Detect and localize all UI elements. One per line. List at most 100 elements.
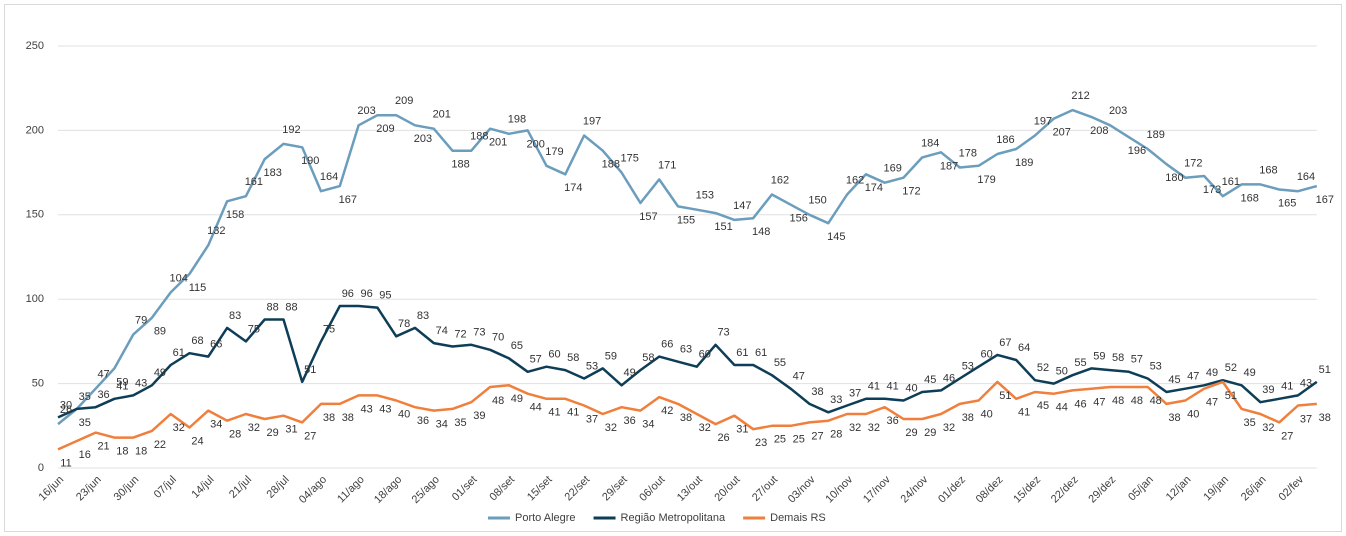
- legend-label: Demais RS: [770, 512, 826, 524]
- x-tick-label: 22/dez: [1049, 474, 1081, 506]
- data-label: 16: [79, 449, 91, 461]
- data-label: 66: [210, 338, 222, 350]
- data-label: 55: [774, 357, 786, 369]
- data-label: 183: [263, 167, 281, 179]
- data-label: 203: [1109, 105, 1127, 117]
- data-label: 44: [530, 402, 542, 414]
- data-label: 51: [1225, 390, 1237, 402]
- x-tick-label: 08/set: [487, 474, 517, 504]
- data-label: 36: [887, 415, 899, 427]
- data-label: 73: [473, 327, 485, 339]
- data-label: 48: [1112, 395, 1124, 407]
- data-label: 40: [1187, 408, 1199, 420]
- data-label: 47: [1187, 371, 1199, 383]
- data-label: 60: [548, 349, 560, 361]
- data-label: 35: [79, 417, 91, 429]
- data-label: 47: [1206, 397, 1218, 409]
- data-label: 47: [97, 369, 109, 381]
- x-tick-label: 01/set: [450, 474, 480, 504]
- data-label: 26: [60, 404, 72, 416]
- data-label: 96: [342, 288, 354, 300]
- data-label: 57: [1131, 354, 1143, 366]
- data-label: 208: [1090, 125, 1108, 137]
- data-label: 43: [1300, 377, 1312, 389]
- x-tick-label: 10/nov: [823, 473, 855, 505]
- data-label: 174: [865, 182, 883, 194]
- data-label: 73: [717, 327, 729, 339]
- data-label: 26: [717, 432, 729, 444]
- data-label: 179: [977, 174, 995, 186]
- data-label: 175: [620, 153, 638, 165]
- data-label: 63: [680, 344, 692, 356]
- data-label: 179: [545, 146, 563, 158]
- data-label: 43: [360, 403, 372, 415]
- data-label: 66: [661, 338, 673, 350]
- x-tick-label: 29/dez: [1086, 474, 1118, 506]
- y-tick-label: 150: [26, 209, 44, 221]
- data-label: 28: [229, 429, 241, 441]
- data-label: 161: [1222, 176, 1240, 188]
- data-label: 58: [567, 352, 579, 364]
- data-label: 29: [267, 427, 279, 439]
- data-label: 65: [511, 340, 523, 352]
- y-tick-label: 100: [26, 293, 44, 305]
- y-tick-label: 200: [26, 124, 44, 136]
- data-label: 37: [849, 387, 861, 399]
- data-label: 168: [1240, 192, 1258, 204]
- x-tick-label: 26/jan: [1239, 474, 1269, 504]
- data-label: 40: [398, 408, 410, 420]
- x-tick-label: 20/out: [712, 474, 742, 504]
- data-label: 172: [1184, 158, 1202, 170]
- data-label: 41: [116, 381, 128, 393]
- data-label: 35: [454, 417, 466, 429]
- data-label: 83: [229, 310, 241, 322]
- x-tick-label: 12/jan: [1164, 474, 1194, 504]
- data-label: 32: [605, 422, 617, 434]
- data-label: 188: [451, 159, 469, 171]
- data-label: 32: [849, 422, 861, 434]
- data-label: 32: [868, 422, 880, 434]
- data-label: 189: [1147, 129, 1165, 141]
- data-label: 174: [564, 182, 582, 194]
- data-label: 60: [699, 349, 711, 361]
- data-label: 41: [887, 381, 899, 393]
- x-tick-label: 11/ago: [335, 474, 367, 506]
- data-label: 207: [1053, 126, 1071, 138]
- data-label: 39: [1262, 384, 1274, 396]
- series-line: [57, 108, 1318, 426]
- data-label: 29: [924, 427, 936, 439]
- data-label: 38: [323, 412, 335, 424]
- data-label: 158: [226, 209, 244, 221]
- data-label: 187: [940, 160, 958, 172]
- data-label: 40: [980, 408, 992, 420]
- data-label: 45: [1037, 400, 1049, 412]
- data-label: 61: [755, 347, 767, 359]
- data-label: 201: [489, 137, 507, 149]
- data-label: 147: [733, 200, 751, 212]
- legend-label: Região Metropolitana: [621, 512, 726, 524]
- data-label: 25: [793, 434, 805, 446]
- data-label: 68: [191, 335, 203, 347]
- data-label: 18: [116, 446, 128, 458]
- data-label: 49: [1244, 367, 1256, 379]
- data-label: 162: [771, 174, 789, 186]
- data-label: 41: [567, 407, 579, 419]
- series-line: [57, 304, 1318, 419]
- data-label: 35: [79, 391, 91, 403]
- x-tick-label: 01/dez: [936, 474, 968, 506]
- x-tick-label: 24/nov: [899, 473, 931, 505]
- data-label: 192: [282, 124, 300, 136]
- data-label: 41: [1018, 407, 1030, 419]
- data-label: 83: [417, 310, 429, 322]
- data-label: 167: [1316, 194, 1334, 206]
- data-label: 51: [304, 364, 316, 376]
- data-label: 21: [97, 440, 109, 452]
- data-label: 37: [1300, 413, 1312, 425]
- data-label: 167: [339, 194, 357, 206]
- data-label: 43: [379, 403, 391, 415]
- series-line: [57, 380, 1317, 451]
- data-label: 11: [60, 457, 71, 469]
- data-label: 18: [135, 446, 147, 458]
- data-label: 197: [583, 115, 601, 127]
- y-tick-label: 0: [38, 462, 44, 474]
